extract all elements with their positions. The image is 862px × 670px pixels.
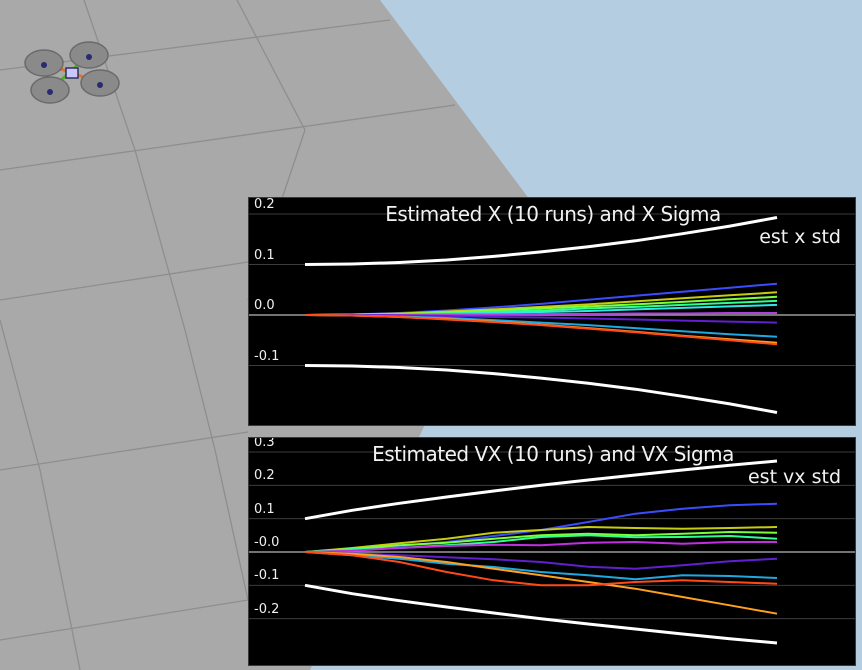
plot-legend: est vx std	[747, 466, 841, 488]
sigma-bound-line	[304, 459, 778, 521]
estimate-run-line	[304, 541, 777, 553]
estimate-run-line	[304, 551, 778, 581]
y-tick-label: -0.0	[254, 535, 280, 550]
estimate-run-line	[304, 314, 778, 346]
quadrotor-icon[interactable]	[24, 41, 120, 104]
ground-grid	[0, 0, 456, 670]
rotor-hub-icon	[41, 62, 47, 68]
estimate-run-line	[304, 531, 778, 553]
y-tick-label: 0.0	[254, 298, 275, 313]
estimate-run-line	[304, 551, 778, 587]
estimate-run-line	[304, 526, 778, 553]
y-tick-label: 0.2	[254, 197, 275, 212]
y-tick-label: -0.1	[254, 348, 280, 364]
estimate-run-line	[304, 551, 778, 615]
plot-title: Estimated VX (10 runs) and VX Sigma	[372, 442, 734, 466]
rotor-hub-icon	[97, 82, 103, 88]
y-tick-label: -0.1	[254, 568, 280, 584]
plot-legend: est x std	[759, 226, 841, 248]
estimated-vx-plot[interactable]: Estimated VX (10 runs) and VX Sigma est …	[248, 437, 856, 666]
y-tick-label: 0.2	[254, 468, 275, 484]
sigma-bound-line	[304, 216, 778, 266]
y-tick-label: 0.1	[254, 247, 275, 263]
estimated-x-plot-canvas	[249, 213, 855, 414]
y-tick-label: -0.2	[254, 601, 280, 617]
sigma-bound-line	[304, 364, 778, 414]
y-tick-label: 0.1	[254, 501, 275, 517]
estimate-run-line	[304, 551, 778, 570]
estimated-vx-plot-canvas	[249, 451, 855, 645]
rotor-hub-icon	[47, 89, 53, 95]
plot-title: Estimated X (10 runs) and X Sigma	[385, 202, 721, 226]
y-tick-label: 0.3	[254, 437, 275, 450]
sigma-bound-line	[304, 583, 778, 645]
estimated-x-plot[interactable]: Estimated X (10 runs) and X Sigma est x …	[248, 197, 856, 426]
rotor-hub-icon	[86, 54, 92, 60]
drone-body	[65, 67, 79, 79]
